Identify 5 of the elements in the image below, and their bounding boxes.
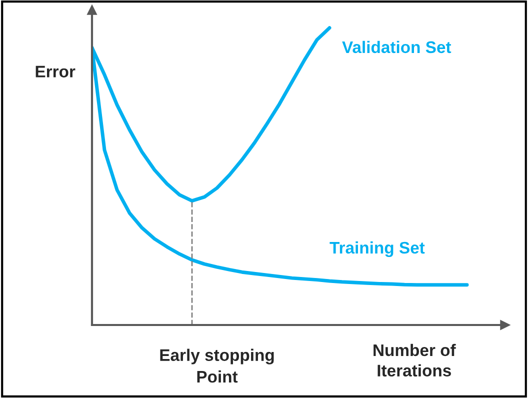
series-label: Validation Set (342, 40, 452, 54)
y-axis-title: Error (36, 66, 76, 78)
x-axis-title: Number of Iterations (374, 344, 456, 377)
series-label: Training Set (330, 241, 425, 258)
text: Early stopping Point (160, 348, 274, 383)
